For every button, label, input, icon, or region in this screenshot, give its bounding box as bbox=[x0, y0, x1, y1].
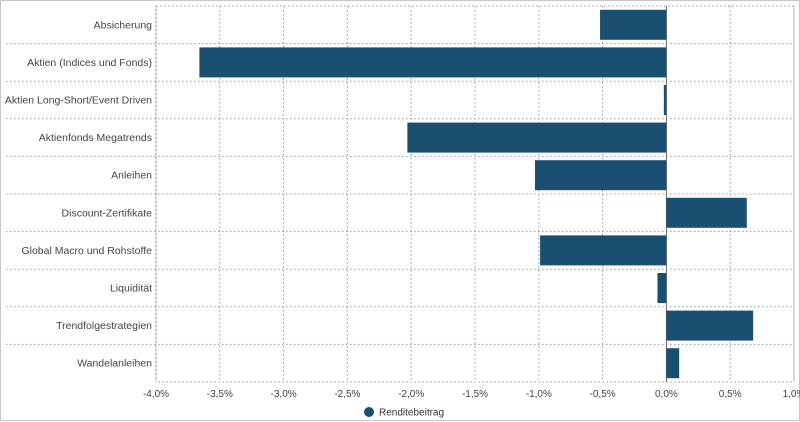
legend-marker bbox=[364, 407, 374, 417]
x-tick-label: 0,0% bbox=[655, 389, 678, 400]
category-labels: Absicherung Aktien (Indices und Fonds) Akt… bbox=[5, 19, 152, 369]
category-label: Wandelanleihen bbox=[77, 358, 152, 370]
bar-aktien-indices-und-fonds bbox=[199, 47, 667, 78]
category-label: Global Macro und Rohstoffe bbox=[21, 245, 152, 257]
category-label: Anleihen bbox=[111, 170, 152, 182]
x-tick-label: -2,0% bbox=[398, 389, 424, 400]
x-tick-labels: -4,0% -3,5% -3,0% -2,5% -2,0% -1,5% -1,0% -0,5%… bbox=[143, 389, 800, 400]
bar-global-macro-und-rohstoffe bbox=[540, 235, 667, 266]
legend: Renditebeitrag bbox=[364, 407, 444, 419]
bar-aktien-long-short-event-driven bbox=[663, 85, 667, 115]
legend-label: Renditebeitrag bbox=[379, 408, 444, 419]
category-label: Absicherung bbox=[94, 19, 153, 31]
x-tick-label: -3,0% bbox=[271, 389, 297, 400]
category-label: Trendfolgestrategien bbox=[56, 320, 152, 332]
x-tick-label: -1,5% bbox=[462, 389, 488, 400]
bar-absicherung bbox=[600, 9, 667, 40]
bar-discount-zertifikate bbox=[666, 197, 747, 228]
category-label: Liquidität bbox=[110, 283, 152, 295]
bar-wandelanleihen bbox=[666, 348, 680, 379]
bar-liquidität bbox=[657, 273, 667, 303]
x-tick-label: -2,5% bbox=[334, 389, 360, 400]
category-label: Aktienfonds Megatrends bbox=[39, 132, 152, 144]
bar-aktienfonds-megatrends bbox=[407, 122, 667, 153]
x-tick-label: 1,0% bbox=[783, 389, 800, 400]
x-tick-label: 0,5% bbox=[719, 389, 742, 400]
x-tick-label: -0,5% bbox=[590, 389, 616, 400]
category-label: Aktien Long-Short/Event Driven bbox=[5, 95, 152, 107]
x-tick-label: -1,0% bbox=[526, 389, 552, 400]
bars bbox=[199, 9, 754, 379]
category-label: Aktien (Indices und Fonds) bbox=[27, 57, 152, 69]
x-tick-label: -3,5% bbox=[207, 389, 233, 400]
bar-anleihen bbox=[534, 160, 667, 191]
x-tick-label: -4,0% bbox=[143, 389, 169, 400]
bar-trendfolgestrategien bbox=[666, 310, 754, 341]
category-label: Discount-Zertifikate bbox=[62, 207, 153, 219]
